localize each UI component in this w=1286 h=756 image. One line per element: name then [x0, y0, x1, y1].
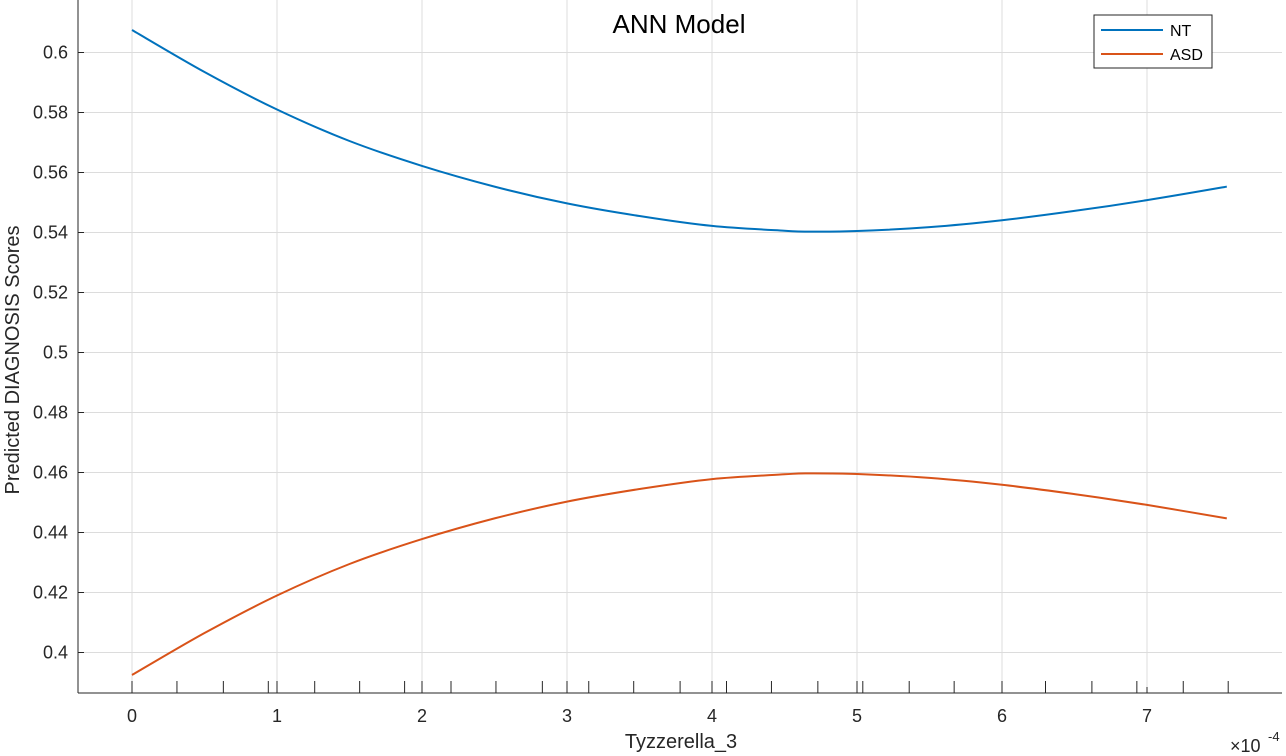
legend-box: [1093, 14, 1213, 69]
x-tick-label: 7: [1142, 706, 1152, 726]
series-lines: [131, 29, 1227, 676]
tick-labels: 0.4 0.42 0.44 0.46 0.48 0.5 0.52 0.54 0.56 0.58 0.…: [33, 43, 1152, 727]
y-tick-label: 0.46: [33, 463, 68, 483]
series-line-asd: [131, 472, 1227, 676]
legend: NT ASD: [1093, 14, 1213, 69]
y-tick-label: 0.4: [43, 643, 68, 663]
y-tick-label: 0.56: [33, 163, 68, 183]
x-tick-label: 0: [127, 706, 137, 726]
x-exponent-label: ×10 -4: [1230, 729, 1280, 756]
y-tick-label: 0.44: [33, 523, 68, 543]
x-tick-label: 3: [562, 706, 572, 726]
y-tick-label: 0.48: [33, 403, 68, 423]
rug-ticks: [131, 681, 1229, 693]
legend-label-asd: ASD: [1170, 47, 1203, 64]
legend-label-nt: NT: [1170, 23, 1192, 40]
x-tick-label: 5: [852, 706, 862, 726]
y-axis-title: Predicted DIAGNOSIS Scores: [2, 226, 24, 495]
y-tick-label: 0.5: [43, 343, 68, 363]
y-tick-label: 0.52: [33, 283, 68, 303]
y-tick-label: 0.6: [43, 43, 68, 63]
y-tick-label: 0.58: [33, 103, 68, 123]
series-line-nt: [131, 29, 1227, 233]
x-exponent-base: ×10: [1230, 736, 1261, 756]
x-axis-title: Tyzzerella_3: [625, 731, 737, 753]
grid: [78, 0, 1282, 693]
x-tick-label: 4: [707, 706, 717, 726]
y-tick-label: 0.54: [33, 223, 68, 243]
y-tick-label: 0.42: [33, 583, 68, 603]
axes: [77, 0, 1282, 694]
x-tick-label: 1: [272, 706, 282, 726]
chart-title: ANN Model: [613, 9, 746, 39]
x-tick-label: 6: [997, 706, 1007, 726]
x-exponent-power: -4: [1268, 729, 1280, 744]
x-tick-label: 2: [417, 706, 427, 726]
